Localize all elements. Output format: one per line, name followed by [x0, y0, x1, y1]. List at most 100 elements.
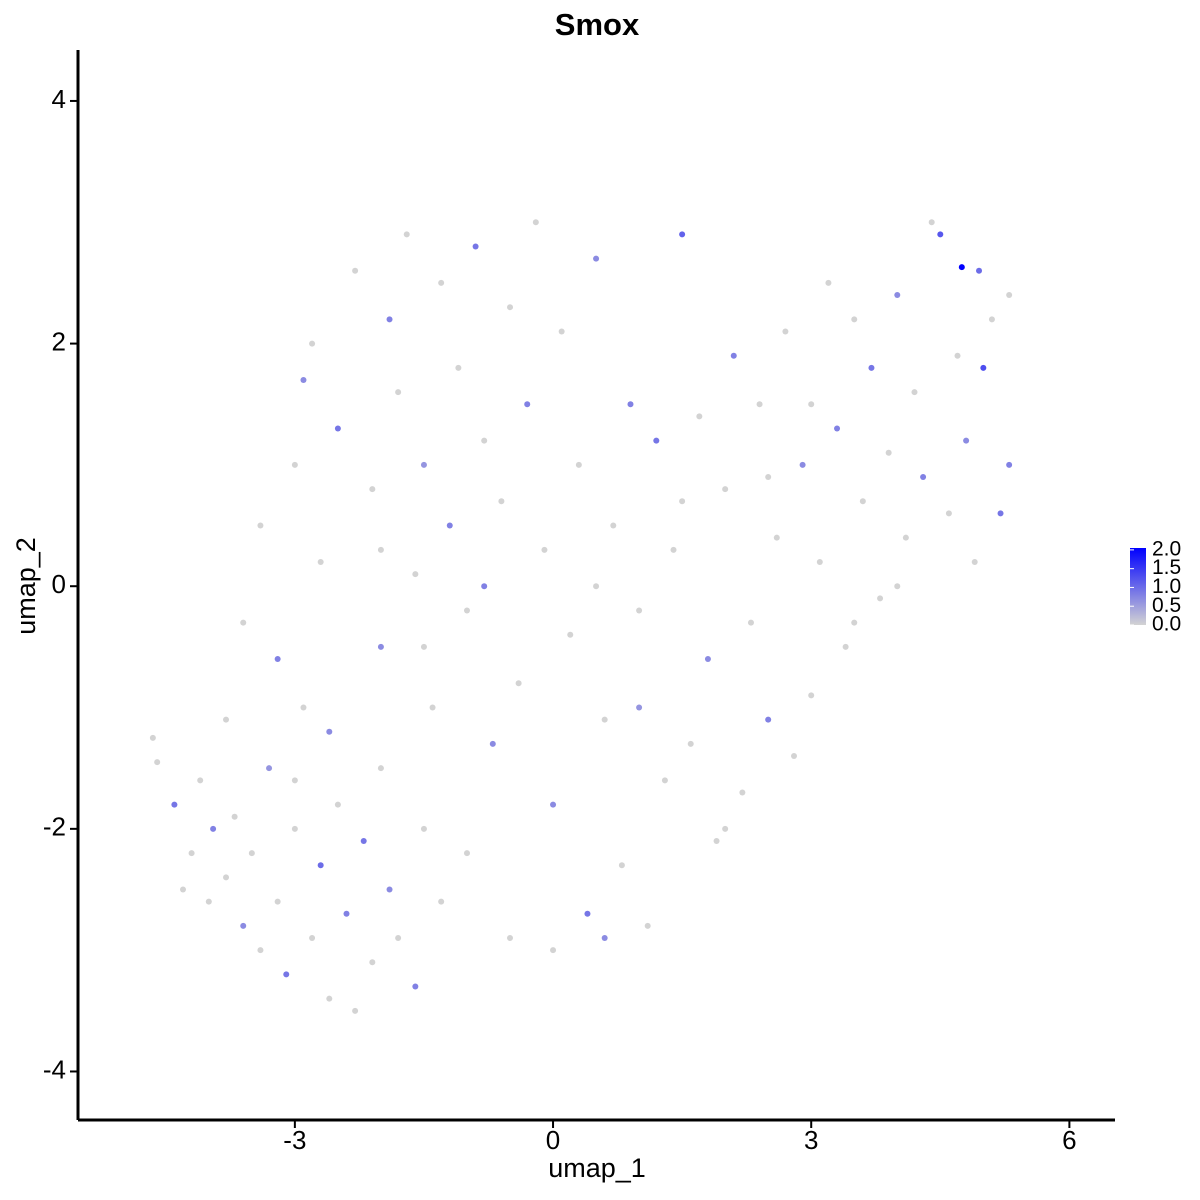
point — [291, 777, 298, 784]
x-tick-label: 0 — [546, 1125, 560, 1155]
chart-title: Smox — [555, 7, 640, 42]
y-tick-label: 4 — [52, 84, 66, 114]
point — [593, 255, 600, 262]
point — [937, 231, 944, 238]
point — [825, 279, 832, 286]
point — [472, 243, 479, 250]
point — [541, 546, 548, 553]
point — [223, 716, 230, 723]
point — [902, 534, 909, 541]
point — [958, 264, 965, 271]
colorbar-label: 2.0 — [1152, 537, 1181, 560]
point — [309, 935, 316, 942]
point — [808, 692, 815, 699]
point — [205, 898, 212, 905]
point — [765, 474, 772, 481]
point — [395, 389, 402, 396]
point — [369, 959, 376, 966]
point — [782, 328, 789, 335]
point — [567, 631, 574, 638]
point — [343, 910, 350, 917]
x-tick-label: 6 — [1062, 1125, 1076, 1155]
point — [945, 510, 952, 517]
point — [498, 498, 505, 505]
point — [610, 522, 617, 529]
point — [334, 425, 341, 432]
colorbar — [1130, 548, 1146, 625]
point — [429, 704, 436, 711]
point — [722, 486, 729, 493]
point — [481, 437, 488, 444]
point — [791, 753, 798, 760]
point — [154, 759, 161, 766]
point — [386, 886, 393, 893]
point — [291, 825, 298, 832]
point — [420, 643, 427, 650]
point — [730, 352, 737, 359]
point — [808, 401, 815, 408]
point — [266, 765, 273, 772]
point — [395, 935, 402, 942]
point — [885, 449, 892, 456]
point — [704, 656, 711, 663]
point — [976, 267, 983, 274]
point — [550, 947, 557, 954]
point — [756, 401, 763, 408]
y-tick-label: 2 — [52, 326, 66, 356]
point — [438, 898, 445, 905]
point — [859, 498, 866, 505]
y-tick-label: -2 — [43, 812, 66, 842]
point — [851, 316, 858, 323]
point — [352, 267, 359, 274]
point — [257, 947, 264, 954]
point — [988, 316, 995, 323]
point — [687, 740, 694, 747]
point — [149, 734, 156, 741]
point — [352, 1007, 359, 1014]
point — [627, 401, 634, 408]
point — [842, 643, 849, 650]
x-axis-label: umap_1 — [548, 1153, 646, 1183]
point — [507, 935, 514, 942]
point — [618, 862, 625, 869]
point — [911, 389, 918, 396]
colorbar-label: 0.0 — [1152, 613, 1181, 636]
point — [326, 728, 333, 735]
point — [291, 461, 298, 468]
point — [179, 886, 186, 893]
point — [317, 862, 324, 869]
point — [231, 813, 238, 820]
x-tick-label: 3 — [804, 1125, 818, 1155]
point — [283, 971, 290, 978]
point — [223, 874, 230, 881]
point — [171, 801, 178, 808]
point — [248, 850, 255, 857]
point — [455, 364, 462, 371]
point — [765, 716, 772, 723]
point — [377, 643, 384, 650]
point — [894, 583, 901, 590]
point — [894, 292, 901, 299]
x-tick-label: -3 — [283, 1125, 306, 1155]
point — [575, 461, 582, 468]
point — [210, 825, 217, 832]
point — [309, 340, 316, 347]
point — [661, 777, 668, 784]
point — [524, 401, 531, 408]
point — [532, 219, 539, 226]
point — [360, 837, 367, 844]
point — [515, 680, 522, 687]
point — [739, 789, 746, 796]
point — [274, 656, 281, 663]
point — [334, 801, 341, 808]
point — [980, 364, 987, 371]
point — [954, 352, 961, 359]
point — [593, 583, 600, 590]
point — [558, 328, 565, 335]
point — [403, 231, 410, 238]
colorbar-label: 1.5 — [1152, 556, 1181, 579]
point — [240, 922, 247, 929]
point — [489, 740, 496, 747]
point — [377, 546, 384, 553]
